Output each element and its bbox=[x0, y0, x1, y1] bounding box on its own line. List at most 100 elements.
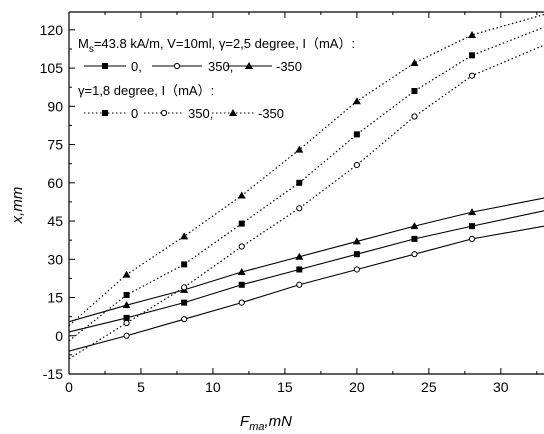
data-point bbox=[352, 97, 361, 105]
data-point bbox=[181, 261, 188, 268]
x-tick-label: 0 bbox=[65, 379, 73, 395]
y-axis-title: x,mm bbox=[9, 187, 26, 225]
legend-sample-marker bbox=[102, 110, 108, 116]
legend-sample-solid-0 bbox=[84, 63, 126, 69]
legend-line-4-label-0: 0 bbox=[131, 106, 138, 121]
data-point bbox=[238, 299, 245, 306]
x-tick-label: 20 bbox=[349, 379, 365, 395]
x-axis-title-sub: ma bbox=[249, 421, 264, 433]
legend-sample-marker bbox=[173, 62, 181, 70]
series-gamma-2.5-350 bbox=[69, 225, 544, 352]
y-tick-label: 0 bbox=[55, 328, 63, 344]
legend: Ms=43.8 kA/m, V=10ml, γ=2,5 degree, I（mA… bbox=[78, 36, 355, 121]
y-tick-label: 90 bbox=[47, 98, 63, 114]
y-tick-label: 15 bbox=[47, 290, 63, 306]
series-line bbox=[69, 197, 544, 323]
series-line bbox=[69, 26, 544, 342]
y-tick-label: 60 bbox=[47, 175, 63, 191]
y-tick-label: 120 bbox=[40, 22, 64, 38]
data-point bbox=[295, 145, 304, 153]
data-point bbox=[411, 251, 418, 258]
data-point bbox=[181, 316, 188, 323]
data-point bbox=[469, 223, 476, 230]
legend-sample-solid-350 bbox=[152, 62, 202, 70]
x-tick-label: 15 bbox=[277, 379, 293, 395]
x-axis-title-main: F bbox=[240, 413, 250, 430]
data-point bbox=[123, 314, 130, 321]
series-gamma-2.5-0 bbox=[69, 210, 544, 333]
data-point bbox=[295, 252, 304, 260]
data-point bbox=[353, 266, 360, 273]
y-tick-label: -15 bbox=[43, 366, 63, 382]
data-point bbox=[238, 281, 245, 288]
legend-sample-marker bbox=[245, 62, 253, 69]
data-point bbox=[411, 88, 418, 95]
legend-line-4-label-neg350: -350 bbox=[258, 106, 284, 121]
data-point bbox=[353, 161, 360, 169]
data-point bbox=[122, 270, 131, 278]
legend-sample-marker bbox=[229, 109, 237, 116]
data-point bbox=[180, 232, 189, 240]
data-point bbox=[353, 131, 360, 138]
data-point bbox=[468, 72, 476, 79]
data-point bbox=[296, 179, 303, 186]
x-axis-title: Fma,mN bbox=[240, 413, 292, 433]
data-point bbox=[469, 52, 476, 59]
legend-line-3: γ=1,8 degree, I（mA）: bbox=[78, 83, 214, 98]
legend-line-2-label-neg350: -350 bbox=[276, 59, 302, 74]
series-gamma-1.8--350 bbox=[69, 13, 544, 327]
data-point bbox=[238, 220, 245, 227]
series-gamma-2.5--350 bbox=[69, 197, 544, 323]
data-point bbox=[237, 191, 246, 199]
series-gamma-1.8-0 bbox=[69, 26, 544, 342]
data-layer bbox=[69, 13, 544, 360]
legend-line-1-sub: s bbox=[89, 44, 94, 55]
legend-sample-marker bbox=[160, 109, 168, 117]
y-tick-label: 105 bbox=[40, 60, 64, 76]
data-point bbox=[123, 291, 130, 298]
legend-sample-dotted-neg350 bbox=[212, 109, 254, 116]
data-point bbox=[352, 237, 361, 245]
data-point bbox=[181, 284, 188, 291]
data-point bbox=[181, 299, 188, 306]
data-point bbox=[122, 301, 131, 309]
y-tick-label: 45 bbox=[47, 213, 63, 229]
data-point bbox=[353, 251, 360, 258]
data-point bbox=[123, 319, 130, 327]
data-point bbox=[410, 58, 419, 66]
data-point bbox=[123, 332, 130, 339]
y-tick-label: 75 bbox=[47, 137, 63, 153]
legend-line-1: Ms=43.8 kA/m, V=10ml, γ=2,5 degree, I（mA… bbox=[78, 36, 355, 55]
x-tick-label: 5 bbox=[137, 379, 145, 395]
data-point bbox=[468, 30, 477, 38]
x-axis-title-suffix: ,mN bbox=[264, 413, 292, 430]
legend-sample-marker bbox=[102, 63, 108, 69]
data-point bbox=[296, 281, 303, 288]
legend-line-1-rest: =43.8 kA/m, V=10ml, γ=2,5 degree, I（mA）: bbox=[94, 36, 355, 51]
series-gamma-1.8-350 bbox=[69, 44, 544, 360]
series-line bbox=[69, 225, 544, 352]
legend-line-4-label-350: 350, bbox=[188, 106, 213, 121]
data-point bbox=[296, 266, 303, 273]
series-line bbox=[69, 13, 544, 327]
data-point bbox=[237, 268, 246, 276]
legend-line-2-label-0: 0, bbox=[131, 59, 142, 74]
legend-sample-dotted-0 bbox=[84, 110, 126, 116]
legend-line-2-label-350: 350, bbox=[208, 59, 233, 74]
data-point bbox=[296, 205, 303, 212]
data-point bbox=[468, 208, 477, 216]
x-tick-label: 10 bbox=[205, 379, 221, 395]
x-tick-label: 30 bbox=[493, 379, 509, 395]
y-tick-label: 30 bbox=[47, 251, 63, 267]
data-point bbox=[411, 235, 418, 242]
legend-sample-solid-neg350 bbox=[226, 62, 272, 69]
data-point bbox=[468, 235, 476, 242]
data-point bbox=[411, 113, 418, 120]
data-point bbox=[410, 222, 419, 230]
data-point bbox=[238, 243, 245, 250]
legend-line-1-main: M bbox=[78, 36, 89, 51]
legend-sample-dotted-350 bbox=[144, 109, 184, 117]
x-tick-label: 25 bbox=[421, 379, 437, 395]
